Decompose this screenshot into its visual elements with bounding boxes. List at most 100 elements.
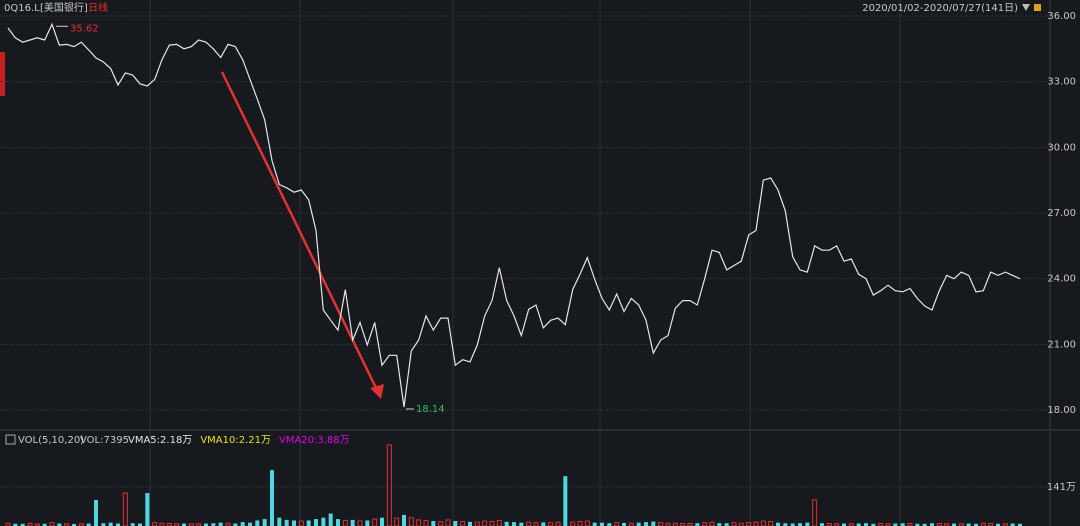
volume-bar [13, 523, 18, 526]
volume-bar [277, 517, 282, 526]
volume-bar [34, 523, 40, 526]
volume-bar [49, 522, 55, 526]
volume-bar [138, 523, 142, 526]
volume-bar [893, 523, 898, 526]
volume-bar [284, 519, 289, 526]
volume-bar [86, 523, 91, 526]
volume-bar [482, 520, 488, 526]
volume-bar [533, 522, 539, 526]
volume-bar [746, 522, 752, 526]
low-label: 18.14 [416, 404, 445, 415]
volume-bar [805, 522, 810, 526]
volume-bar [255, 520, 260, 526]
vol-legend: VMA5:2.18万 VMA10:2.21万 VMA20:3.88万 [128, 435, 350, 446]
y-tick-label: 27.00 [1047, 208, 1076, 219]
volume-bar [72, 524, 76, 526]
volume-bar [592, 522, 597, 526]
volume-bar [871, 523, 876, 526]
y-tick-label: 33.00 [1047, 77, 1076, 88]
help-icon[interactable] [5, 434, 16, 445]
volume-bar [108, 522, 113, 526]
volume-bar [709, 521, 715, 526]
volume-bar [504, 521, 509, 526]
volume-bar [365, 520, 370, 526]
volume-bar [717, 523, 722, 526]
volume-bar [563, 476, 568, 526]
stock-code: 0Q16.L [4, 3, 40, 14]
volume-bar [600, 522, 604, 526]
high-label: 35.62 [70, 23, 99, 34]
volume-bar [607, 523, 612, 526]
arrow-head [370, 384, 384, 399]
volume-bar [702, 522, 708, 526]
volume-bar [658, 522, 664, 526]
volume-bar [394, 517, 400, 526]
volume-bar [996, 523, 1000, 526]
volume-bar [541, 522, 546, 526]
vol-tick-label: 141万 [1047, 482, 1076, 493]
volume-bar [431, 521, 436, 526]
y-tick-label: 18.00 [1047, 405, 1076, 416]
volume-bar [864, 523, 868, 526]
side-tab [0, 52, 5, 96]
volume-bar [922, 523, 927, 526]
volume-bar [101, 523, 106, 526]
y-tick-label: 24.00 [1047, 274, 1076, 285]
volume-bar [145, 493, 150, 526]
volume-bar [790, 523, 795, 526]
volume-bar [636, 522, 641, 526]
volume-bar [468, 521, 472, 526]
vol-last: VOL:7395 [80, 435, 129, 446]
volume-bar [526, 521, 532, 526]
y-tick-label: 21.00 [1047, 339, 1076, 350]
dropdown-icon[interactable] [1022, 4, 1030, 11]
volume-bar [731, 522, 737, 526]
volume-bar [350, 519, 355, 526]
y-tick-label: 36.00 [1047, 11, 1076, 22]
vol-legend-item: VMA5:2.18万 [128, 435, 192, 446]
volume-bar [42, 523, 47, 526]
volume-bar [130, 523, 135, 526]
volume-bar [240, 522, 245, 526]
volume-bar [519, 522, 524, 526]
lock-icon[interactable] [1034, 4, 1041, 11]
date-range[interactable]: 2020/01/02-2020/07/27(141日) [862, 3, 1018, 14]
volume-bar [695, 523, 700, 526]
volume-bar [820, 523, 824, 526]
volume-bar [952, 523, 956, 526]
volume-bar [336, 519, 340, 526]
volume-bar [1018, 523, 1022, 526]
volume-bar [930, 523, 934, 526]
volume-bar [724, 523, 729, 526]
volume-bar [321, 517, 326, 526]
volume-bar [233, 523, 238, 526]
volume-bar [380, 517, 384, 526]
volume-bar [204, 523, 208, 526]
volume-bar [402, 514, 406, 526]
volume-bar [211, 523, 216, 526]
volume-bar [644, 522, 648, 526]
y-tick-label: 30.00 [1047, 142, 1076, 153]
price-line [7, 22, 1021, 408]
volume-bar [357, 520, 363, 526]
volume-bar [555, 521, 561, 526]
volume-bar [292, 520, 296, 526]
volume-bar [328, 513, 333, 526]
volume-bar [856, 523, 861, 526]
volume-bar [753, 521, 759, 526]
volume-bar [966, 523, 971, 526]
volume-bar [798, 523, 802, 526]
volume-bar [548, 522, 554, 526]
volume-bar [314, 519, 318, 526]
volume-bar [342, 519, 348, 526]
volume-bar [474, 521, 480, 526]
period: 日线 [88, 1, 108, 14]
volume-bar [614, 522, 620, 526]
volume-bar [783, 523, 788, 526]
vol-title: VOL(5,10,20) [18, 435, 84, 446]
volume-bar [1010, 523, 1015, 526]
volume-bar [584, 520, 590, 526]
